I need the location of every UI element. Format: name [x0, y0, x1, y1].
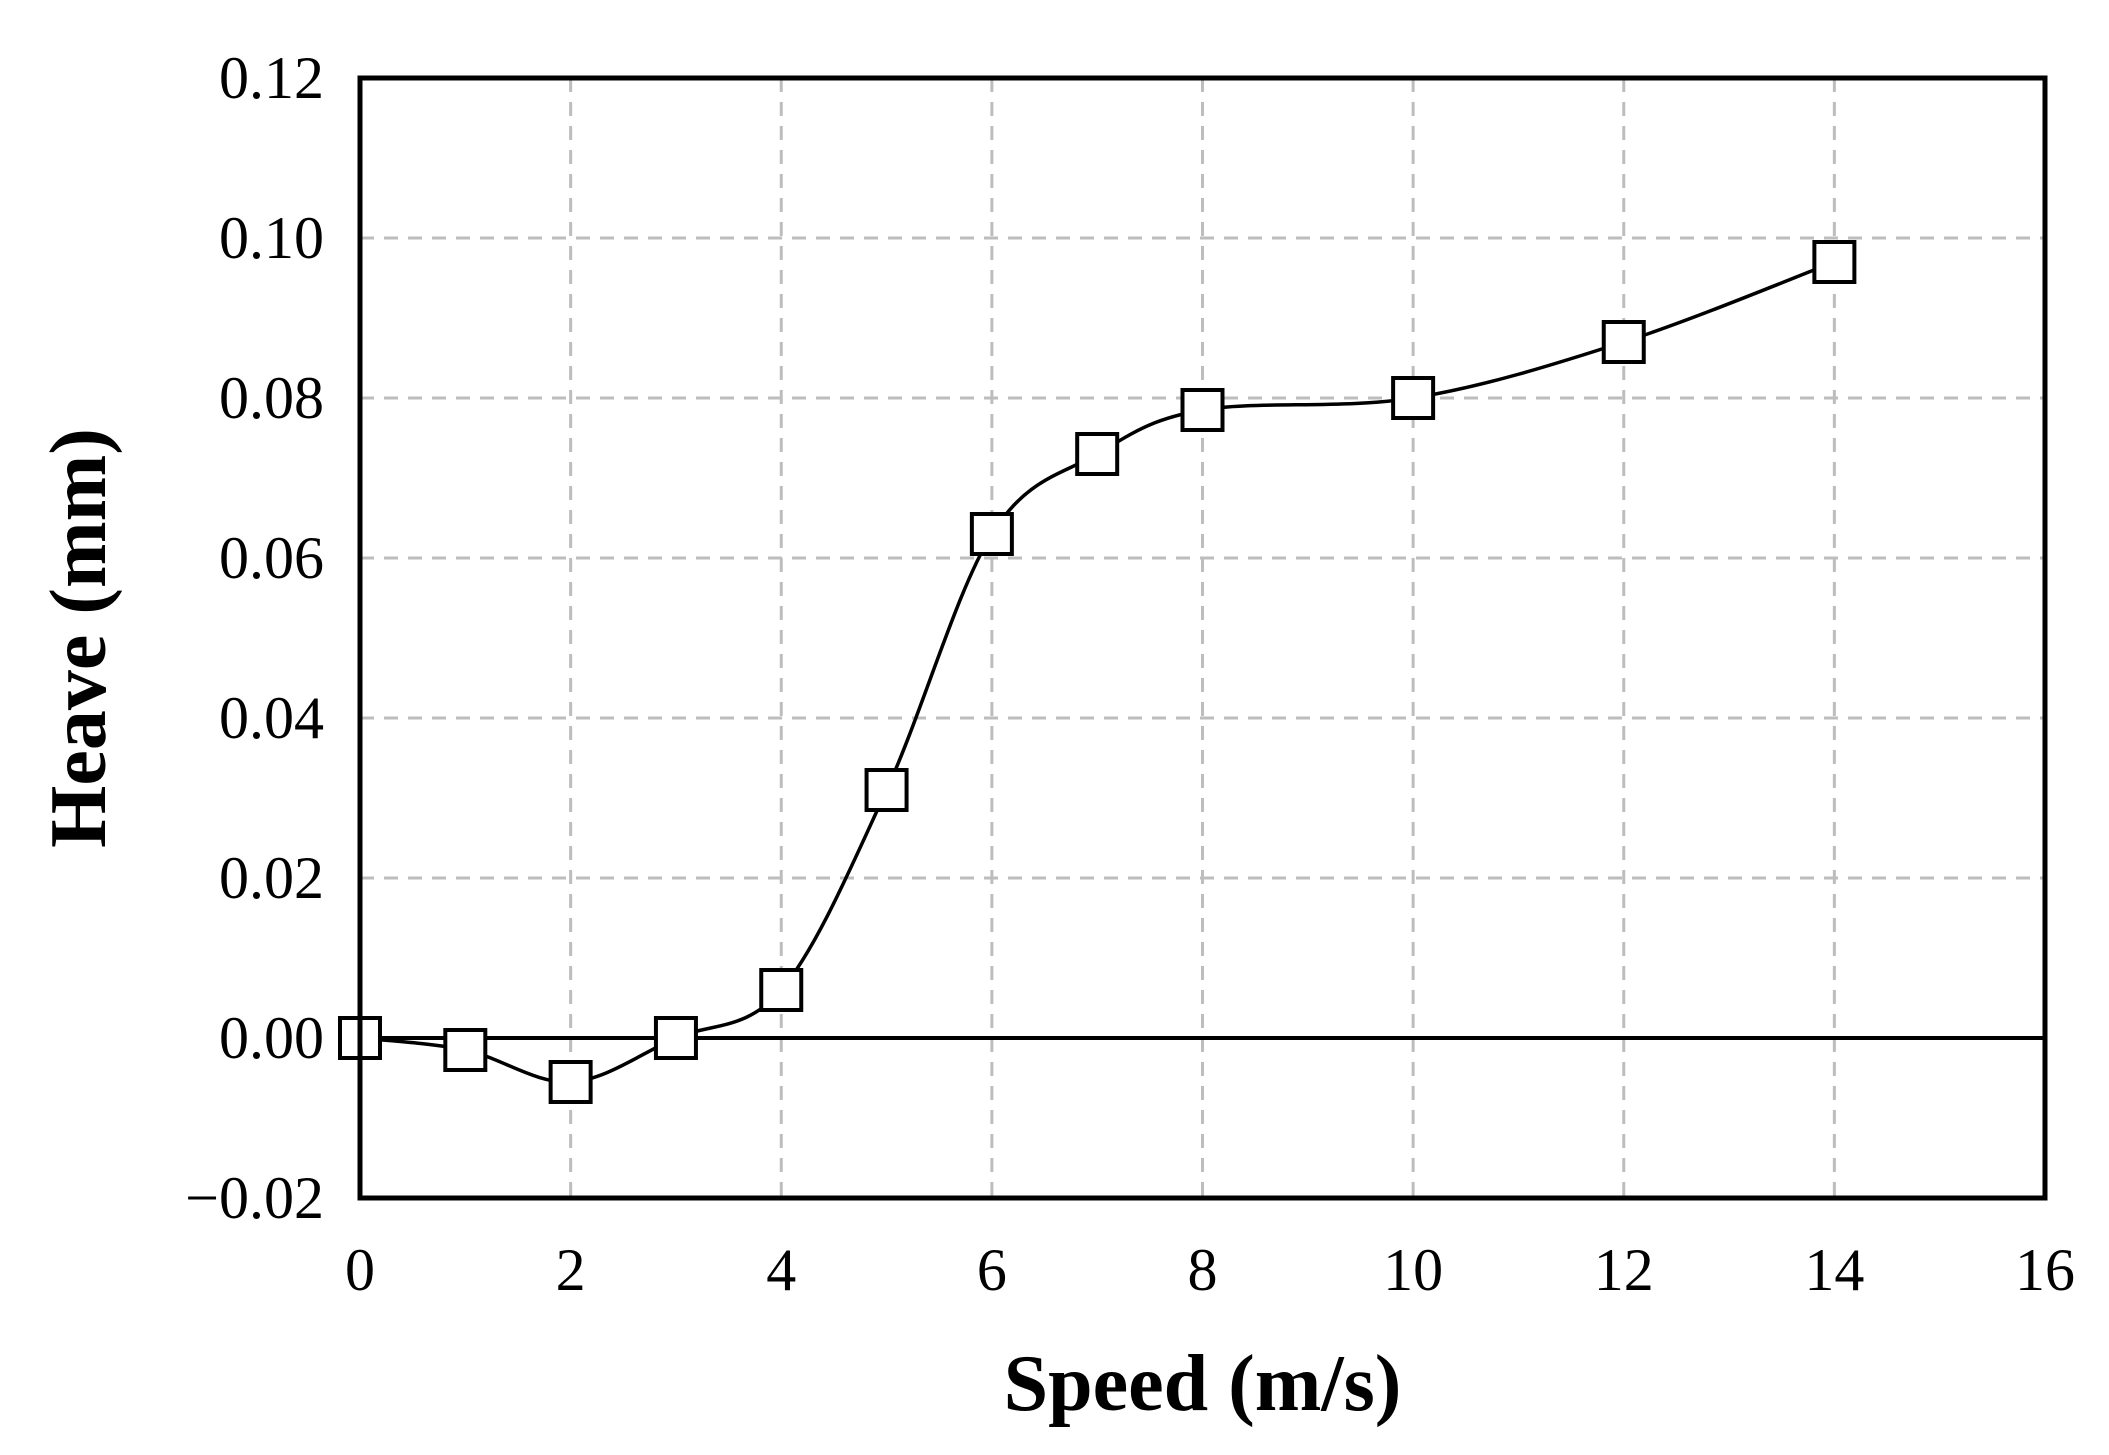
data-point-marker — [1601, 320, 1646, 364]
data-point-marker — [1812, 240, 1857, 284]
y-tick-label: 0.04 — [219, 685, 324, 751]
series-heave — [338, 240, 1857, 1104]
data-point-marker — [443, 1028, 488, 1072]
y-axis-label: Heave (mm) — [35, 428, 123, 848]
y-tick-label: 0.00 — [219, 1005, 324, 1071]
data-point-marker — [1075, 432, 1120, 476]
data-point-marker — [864, 768, 909, 812]
series-line — [359, 260, 1836, 1084]
x-tick-label: 12 — [1594, 1237, 1654, 1303]
y-axis-ticks: −0.02 0.00 0.02 0.04 0.06 0.08 0.10 0.12 — [185, 45, 324, 1231]
x-tick-label: 0 — [345, 1237, 375, 1303]
x-tick-label: 2 — [556, 1237, 586, 1303]
x-axis-label: Speed (m/s) — [1004, 1340, 1402, 1428]
y-tick-label: 0.06 — [219, 525, 324, 591]
x-tick-label: 14 — [1804, 1237, 1864, 1303]
x-tick-label: 8 — [1188, 1237, 1218, 1303]
plot-area-frame — [357, 75, 2048, 1201]
data-point-marker — [1391, 376, 1436, 420]
data-point-marker — [653, 1016, 698, 1060]
x-tick-label: 4 — [766, 1237, 796, 1303]
y-tick-label: 0.02 — [219, 845, 324, 911]
data-point-marker — [759, 968, 804, 1012]
y-tick-label: 0.10 — [219, 205, 324, 271]
x-axis-ticks: 0 2 4 6 8 10 12 14 16 — [345, 1237, 2075, 1303]
y-tick-label: 0.08 — [219, 365, 324, 431]
x-tick-label: 16 — [2015, 1237, 2075, 1303]
y-tick-label: −0.02 — [185, 1165, 324, 1231]
x-tick-label: 10 — [1383, 1237, 1443, 1303]
grid — [360, 78, 2045, 1198]
data-point-marker — [1180, 388, 1225, 432]
y-tick-label: 0.12 — [219, 45, 324, 111]
data-point-marker — [548, 1060, 593, 1104]
x-tick-label: 6 — [977, 1237, 1007, 1303]
data-point-marker — [969, 512, 1014, 556]
